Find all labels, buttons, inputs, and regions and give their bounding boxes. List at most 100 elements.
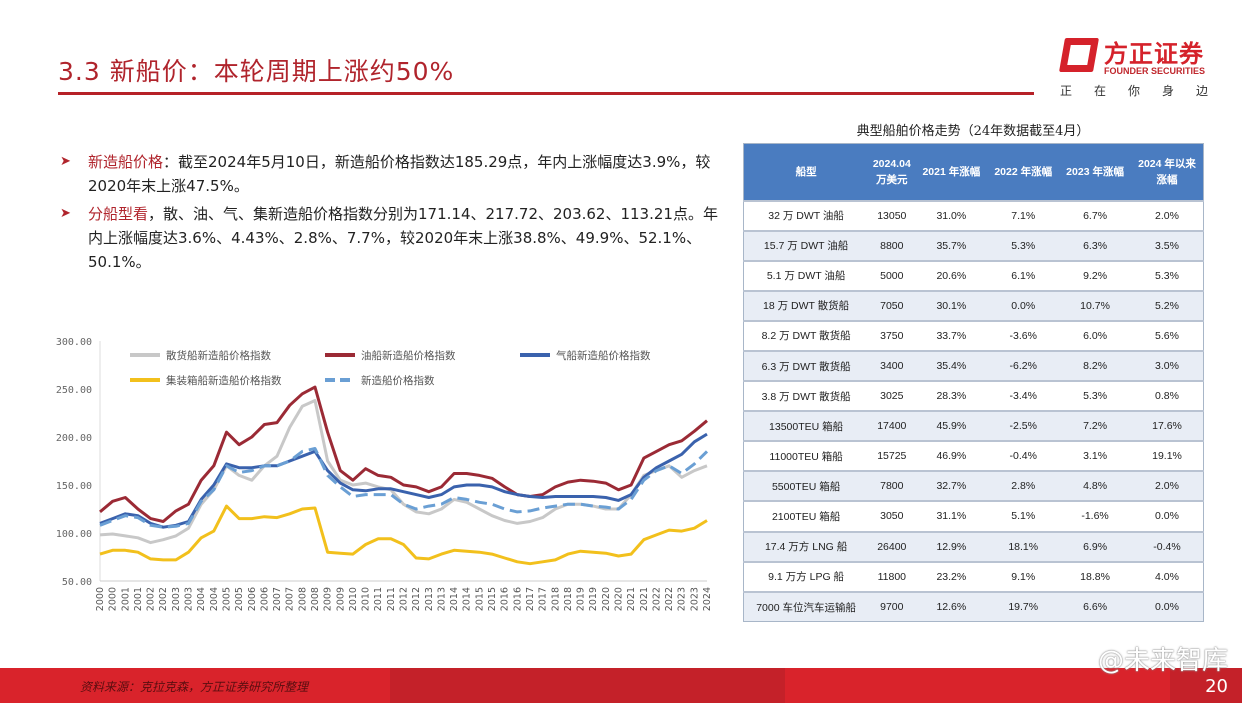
table-cell: 18.1%: [987, 530, 1060, 562]
x-tick-label: 2007: [272, 587, 283, 611]
x-tick-label: 2009: [335, 587, 346, 611]
column-header: 2024 年以来 涨幅: [1131, 143, 1204, 201]
table-cell: 3750: [868, 319, 916, 351]
x-tick-label: 2008: [297, 587, 308, 611]
table-cell: 35.7%: [915, 229, 988, 261]
x-tick-label: 2000: [95, 587, 106, 611]
legend-label: 散货船新造船价格指数: [166, 349, 271, 362]
x-tick-label: 2005: [234, 587, 245, 611]
table-row: 15.7 万 DWT 油船 8800 35.7% 5.3% 6.3% 3.5%: [743, 229, 1204, 261]
table-cell: 23.2%: [915, 560, 988, 592]
table-cell: 3025: [868, 380, 916, 412]
table-cell: -1.6%: [1059, 500, 1131, 532]
table-cell: 10.7%: [1059, 289, 1131, 321]
table-cell: 4.8%: [1059, 470, 1131, 502]
table-cell: 5.6%: [1131, 319, 1204, 351]
arrow-bullet-icon: ➤: [60, 206, 71, 221]
table-cell: 9.1%: [987, 560, 1060, 592]
table-row: 32 万 DWT 油船 13050 31.0% 7.1% 6.7% 2.0%: [743, 199, 1204, 231]
x-tick-label: 2022: [664, 587, 675, 611]
table-cell: 30.1%: [915, 289, 988, 321]
x-tick-label: 2021: [639, 587, 650, 611]
table-cell: 15725: [868, 440, 916, 472]
y-tick-label: 100.00: [56, 529, 92, 540]
x-tick-label: 2004: [209, 587, 220, 611]
table-cell: 9700: [868, 590, 916, 622]
table-cell: 6.3%: [1059, 229, 1131, 261]
x-tick-label: 2018: [550, 587, 561, 611]
x-tick-label: 2014: [449, 587, 460, 611]
table-cell: 33.7%: [915, 319, 988, 351]
table-cell: 2.0%: [1131, 470, 1204, 502]
logo-en: FOUNDER SECURITIES: [1104, 66, 1206, 76]
x-tick-label: 2002: [146, 587, 157, 611]
table-cell: 0.8%: [1131, 380, 1204, 412]
table-cell: -6.2%: [987, 349, 1060, 382]
y-tick-label: 250.00: [56, 385, 92, 396]
table-cell: 2100TEU 箱船: [743, 500, 869, 532]
x-tick-label: 2019: [588, 587, 599, 611]
bullet-keyword: 新造船价格: [88, 153, 164, 171]
title-divider: [58, 92, 1034, 95]
table-cell: 17400: [868, 410, 916, 442]
table-cell: 6.3 万 DWT 散货船: [743, 349, 869, 382]
column-header: 船型: [743, 143, 869, 201]
source-note: 资料来源：克拉克森，方正证券研究所整理: [80, 680, 309, 694]
table-row: 11000TEU 箱船 15725 46.9% -0.4% 3.1% 19.1%: [743, 440, 1204, 472]
table-row: 7000 车位汽车运输船 9700 12.6% 19.7% 6.6% 0.0%: [743, 590, 1204, 622]
table-cell: 6.1%: [987, 259, 1060, 291]
series-line: [99, 504, 708, 566]
table-cell: 7000 车位汽车运输船: [743, 590, 869, 622]
x-tick-label: 2011: [373, 587, 384, 611]
table-cell: 0.0%: [1131, 500, 1204, 532]
watermark: @未来智库: [1097, 646, 1228, 676]
table-row: 3.8 万 DWT 散货船 3025 28.3% -3.4% 5.3% 0.8%: [743, 380, 1204, 412]
table-cell: 17.6%: [1131, 410, 1204, 442]
table-cell: 6.6%: [1059, 590, 1131, 622]
table-row: 17.4 万方 LNG 船 26400 12.9% 18.1% 6.9% -0.4%: [743, 530, 1204, 562]
table-cell: 31.0%: [915, 199, 988, 231]
logo-mark-icon: [1059, 38, 1099, 72]
x-tick-label: 2023: [677, 587, 688, 611]
legend-label: 油船新造船价格指数: [361, 349, 456, 362]
bullet-text: ：截至2024年5月10日，新造船价格指数达185.29点，年内上涨幅度达3.9…: [88, 153, 711, 195]
x-tick-label: 2019: [576, 587, 587, 611]
table-row: 18 万 DWT 散货船 7050 30.1% 0.0% 10.7% 5.2%: [743, 289, 1204, 321]
series-line: [99, 385, 708, 523]
x-tick-label: 2014: [462, 587, 473, 611]
table-cell: 9.1 万方 LPG 船: [743, 560, 869, 592]
x-tick-label: 2012: [399, 587, 410, 611]
table-cell: 19.7%: [987, 590, 1060, 622]
x-tick-label: 2022: [651, 587, 662, 611]
bullet-item: ➤ 分船型看，散、油、气、集新造船价格指数分别为171.14、217.72、203…: [58, 202, 728, 274]
table-cell: 7.1%: [987, 199, 1060, 231]
table-cell: 5.3%: [987, 229, 1060, 261]
page-title: 3.3 新船价：本轮周期上涨约50%: [58, 57, 455, 86]
x-tick-label: 2013: [436, 587, 447, 611]
table-cell: 7.2%: [1059, 410, 1131, 442]
footer-band: [0, 668, 1242, 703]
table-cell: 6.7%: [1059, 199, 1131, 231]
table-cell: 0.0%: [1131, 590, 1204, 622]
table-cell: 2.8%: [987, 470, 1060, 502]
x-tick-label: 2017: [525, 587, 536, 611]
table-cell: 15.7 万 DWT 油船: [743, 229, 869, 261]
table-cell: 3050: [868, 500, 916, 532]
x-tick-label: 2010: [348, 587, 359, 611]
table-cell: 32.7%: [915, 470, 988, 502]
table-cell: 7800: [868, 470, 916, 502]
table-cell: 7050: [868, 289, 916, 321]
table-row: 13500TEU 箱船 17400 45.9% -2.5% 7.2% 17.6%: [743, 410, 1204, 442]
table-cell: 2.0%: [1131, 199, 1204, 231]
table-cell: -2.5%: [987, 410, 1060, 442]
x-tick-label: 2003: [184, 587, 195, 611]
table-cell: 5000: [868, 259, 916, 291]
table-cell: 18 万 DWT 散货船: [743, 289, 869, 321]
x-tick-label: 2010: [361, 587, 372, 611]
logo: 方正证券 FOUNDER SECURITIES 正在你身边: [1058, 32, 1238, 102]
table-cell: 12.6%: [915, 590, 988, 622]
table-cell: 11800: [868, 560, 916, 592]
x-tick-label: 2012: [411, 587, 422, 611]
table-cell: 31.1%: [915, 500, 988, 532]
